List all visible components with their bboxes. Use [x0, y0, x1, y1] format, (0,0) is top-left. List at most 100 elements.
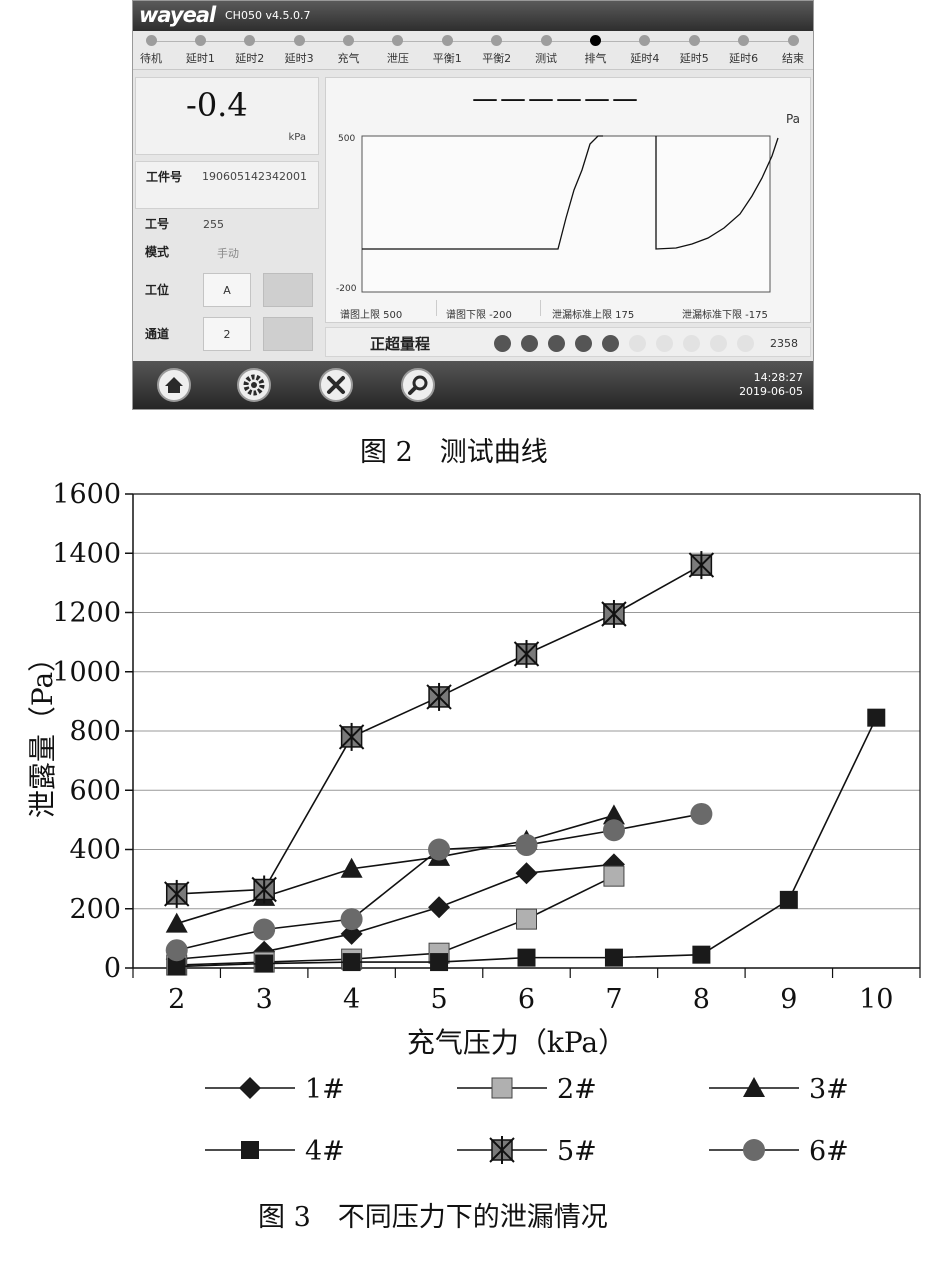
y-tick-label: 600	[69, 775, 121, 806]
pressure-value: -0.4	[186, 86, 248, 124]
series-4-point	[430, 953, 449, 972]
step-dot	[688, 35, 700, 46]
series-5-point	[601, 599, 627, 628]
status-indicator	[656, 335, 673, 352]
x-tick-label: 10	[859, 984, 893, 1015]
step-dot	[194, 35, 206, 46]
step-dot	[244, 35, 256, 46]
step-label: 充气	[337, 52, 360, 65]
step-2: 延时1	[174, 35, 226, 66]
step-13: 延时6	[718, 35, 770, 66]
series-4-point	[867, 708, 886, 727]
step-3: 延时2	[224, 35, 276, 66]
station-box[interactable]: A	[203, 273, 251, 307]
plot-unit: Pa	[785, 112, 800, 126]
step-label: 泄压	[386, 52, 409, 65]
legend-marker	[239, 1077, 261, 1099]
step-8: 平衡2	[471, 35, 523, 66]
info-panel: -0.4 kPa 工件号 190605142342001 工号 255 模式 手…	[135, 77, 319, 357]
result-placeholder: ——————	[472, 84, 640, 114]
figure-3-caption: 图 3 不同压力下的泄漏情况	[258, 1202, 608, 1233]
series-6-point	[340, 908, 363, 931]
series-1-point	[428, 896, 451, 919]
series-3-point	[340, 857, 363, 878]
home-button[interactable]	[157, 368, 191, 402]
x-tick-label: 8	[693, 984, 710, 1015]
divider	[540, 300, 541, 316]
series-2-point	[603, 865, 625, 887]
status-indicator	[548, 335, 565, 352]
workpiece-value: 190605142342001	[202, 170, 307, 183]
series-4-point	[692, 945, 711, 964]
clock-date: 2019-06-05	[739, 385, 803, 398]
series-4-point	[167, 957, 186, 976]
clock: 14:28:27 2019-06-05	[739, 371, 803, 399]
step-dot	[491, 35, 503, 46]
job-label: 工号	[145, 217, 170, 231]
figure-2-caption: 图 2 测试曲线	[360, 437, 548, 468]
step-dot	[738, 35, 750, 46]
process-step-bar: 待机 延时1 延时2 延时3 充气 泄压 平衡1 平衡2 测试 排气 延时4 延时5 延时6 结束	[133, 31, 813, 70]
tools-button[interactable]	[319, 368, 353, 402]
channel-box[interactable]: 2	[203, 317, 251, 351]
x-tick-label: 3	[256, 984, 273, 1015]
status-indicator	[521, 335, 538, 352]
series-line-3	[176, 814, 615, 925]
settings-button[interactable]	[237, 368, 271, 402]
y-tick-label: 800	[69, 716, 121, 747]
legend-label: 2#	[557, 1074, 597, 1105]
job-value: 255	[203, 218, 224, 231]
series-5-point	[426, 682, 452, 711]
status-text: 正超量程	[370, 335, 431, 353]
spectrum-lower-limit: 谱图下限 -200	[446, 310, 512, 321]
step-label: 延时3	[284, 52, 314, 65]
legend-label: 6#	[809, 1136, 849, 1167]
step-dot	[540, 35, 552, 46]
y-tick-label: 0	[104, 953, 121, 984]
pressure-display: -0.4 kPa	[135, 77, 319, 155]
step-5: 充气	[323, 35, 375, 66]
legend-label: 5#	[557, 1136, 597, 1167]
search-button[interactable]	[401, 368, 435, 402]
step-dot	[589, 35, 601, 46]
pressure-unit: kPa	[288, 132, 307, 143]
step-label: 延时6	[729, 52, 759, 65]
test-curve-line	[362, 135, 603, 250]
step-label: 延时1	[185, 52, 215, 65]
step-14: 结束	[767, 35, 813, 66]
series-5-point	[688, 551, 715, 580]
step-label: 待机	[140, 52, 162, 65]
series-6-point	[165, 939, 188, 962]
series-line-1	[176, 863, 615, 960]
mode-value: 手动	[217, 247, 239, 260]
series-4-point	[779, 890, 798, 909]
test-curve-line-2	[655, 136, 779, 250]
step-label: 延时4	[630, 52, 660, 65]
channel-box-empty[interactable]	[263, 317, 313, 351]
bottom-nav: 14:28:27 2019-06-05	[133, 361, 813, 409]
settings-icon	[243, 374, 265, 396]
legend-label: 3#	[809, 1074, 849, 1105]
step-1: 待机	[133, 35, 177, 66]
series-5-point	[338, 722, 365, 751]
status-indicator	[683, 335, 700, 352]
spectrum-upper-limit: 谱图上限 500	[340, 310, 403, 321]
step-4: 延时3	[273, 35, 325, 66]
title-bar: wayeal CH050 v4.5.0.7	[133, 1, 813, 31]
step-dot	[639, 35, 651, 46]
status-indicator	[575, 335, 592, 352]
plot-ymax-label: 500	[338, 134, 356, 144]
y-tick-label: 400	[69, 835, 121, 866]
step-dot	[441, 35, 453, 46]
divider	[436, 300, 437, 316]
series-5-point	[164, 879, 190, 908]
x-tick-label: 2	[168, 984, 185, 1015]
step-dot	[145, 35, 157, 46]
search-icon	[408, 375, 428, 395]
series-4-point	[342, 953, 361, 972]
step-label: 排气	[584, 52, 607, 65]
station-label: 工位	[145, 283, 170, 297]
leakage-chart: 0 200 400 600 800 1000 1200 1400 1600 2 3 4 5 6 7 8 9 10 充…	[26, 479, 921, 1167]
station-box-empty[interactable]	[263, 273, 313, 307]
workpiece-row: 工件号 190605142342001	[135, 161, 319, 209]
